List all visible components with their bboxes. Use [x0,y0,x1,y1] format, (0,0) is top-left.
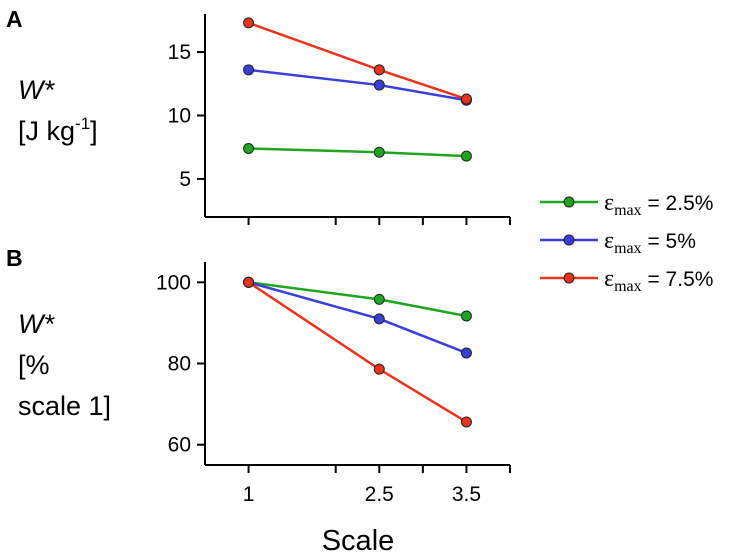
panel-b-series [243,276,472,428]
panel-b-y-tick-label: 80 [168,353,191,376]
panel-b-ylabel-units-line1: [% [18,350,50,380]
panel-a-y-tick-label: 10 [168,105,191,128]
panel-a-series [243,17,472,162]
panel-a-ylabel-var: W* [18,75,55,105]
panel-a-y-tick-label: 15 [168,41,191,64]
panel-b-series-line-3 [247,281,468,424]
panel-a-series-3-point [243,17,255,29]
panel-b-series-3-point [243,276,255,288]
panel-a-series-3-point [373,64,385,76]
panel-b-series-line-2 [248,281,467,355]
x-tick-label: 1 [243,483,255,506]
panel-a-series-1-point [460,150,472,162]
panel-a: A W* [J kg-1] 5 10 15 [6,6,511,225]
panel-a-y-tick-label: 5 [179,168,191,191]
panel-b-series-1-point [373,293,385,305]
panel-b: B W* [% scale 1] 60 80 100 1 2.5 3.5 Scale [6,245,511,556]
panel-b-letter: B [6,245,23,271]
panel-a-letter: A [6,6,23,32]
panel-a-series-3-point [460,93,472,105]
panel-a-series-line-2 [248,68,467,102]
panel-a-axes: 5 10 15 [168,14,511,225]
panel-a-series-1-point [243,142,255,154]
legend: εmax = 2.5% εmax = 5% εmax = 7.5% [540,190,713,295]
x-tick-label: 2.5 [365,483,394,506]
panel-b-y-tick-label: 100 [156,271,191,294]
panel-b-axes: 60 80 100 1 2.5 3.5 [156,262,511,506]
panel-b-ylabel-var: W* [18,309,55,339]
panel-a-series-2-point [243,64,255,76]
legend-marker-1 [563,196,575,208]
legend-marker-3 [563,272,575,284]
panel-a-series-2-point [373,79,385,91]
legend-label-2: εmax = 5% [604,228,696,257]
legend-label-1: εmax = 2.5% [604,190,713,219]
panel-b-series-1-point [460,310,472,322]
panel-a-ylabel-units: [J kg-1] [18,114,98,146]
panel-b-series-2-point [373,313,385,325]
panel-a-series-1-point [373,146,385,158]
x-tick-label: 3.5 [452,483,481,506]
x-axis-label: Scale [322,525,395,556]
panel-b-series-2-point [460,347,472,359]
panel-b-ylabel-units-line2: scale 1] [18,391,111,421]
panel-b-y-tick-label: 60 [168,434,191,457]
legend-marker-2 [563,234,575,246]
panel-a-series-line-1 [248,147,467,158]
panel-a-series-line-3 [248,21,467,101]
legend-label-3: εmax = 7.5% [604,266,713,295]
panel-b-series-line-1 [248,281,467,318]
panel-b-series-3-point [373,363,385,375]
panel-b-series-3-point [460,416,472,428]
